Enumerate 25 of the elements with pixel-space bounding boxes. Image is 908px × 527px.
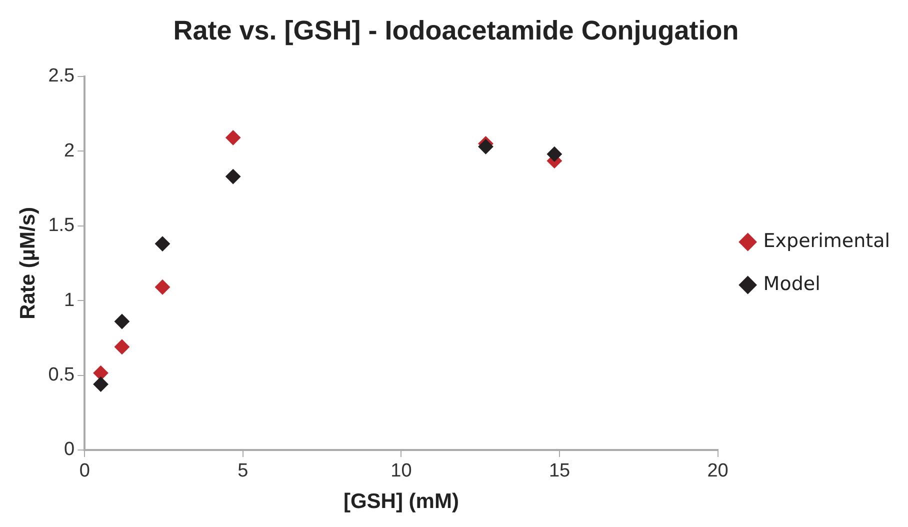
x-tick-label: 0 xyxy=(79,460,90,482)
point xyxy=(226,130,241,146)
point xyxy=(478,139,494,154)
point xyxy=(546,146,562,162)
y-tick-label: 0 xyxy=(64,439,75,460)
chart-title: Rate vs. [GSH] - Iodoacetamide Conjugation xyxy=(173,16,739,46)
x-tick-label: 20 xyxy=(707,460,728,482)
point xyxy=(154,280,170,295)
y-tick-label: 1.5 xyxy=(48,215,75,236)
x-tick-label: 15 xyxy=(548,460,570,482)
x-tick-label: 5 xyxy=(238,460,248,482)
y-tick-label: 1 xyxy=(64,290,75,311)
y-tick-label: 0.5 xyxy=(48,364,75,386)
y-axis-title: Rate (µM/s) xyxy=(16,206,40,320)
x-tick-label: 10 xyxy=(390,460,412,482)
point xyxy=(154,236,170,252)
legend-label: Model xyxy=(763,272,820,295)
y-tick-label: 2.5 xyxy=(48,66,75,87)
point xyxy=(114,339,130,354)
point xyxy=(114,314,130,329)
legend-label: Experimental xyxy=(763,230,890,252)
y-tick-label: 2 xyxy=(64,140,75,162)
point xyxy=(226,169,241,184)
x-axis-title: [GSH] (mM) xyxy=(343,490,459,514)
point xyxy=(93,376,108,392)
